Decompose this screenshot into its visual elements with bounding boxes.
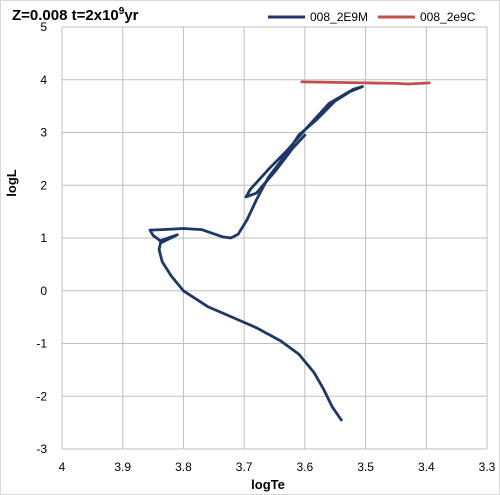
y-tick-label: -2 — [36, 389, 47, 403]
series-line-008_2e9C — [300, 80, 431, 86]
legend-label-008_2E9M: 008_2E9M — [310, 10, 368, 24]
y-tick-label: 4 — [40, 73, 47, 87]
x-tick-label: 4 — [59, 460, 66, 474]
chart-title-exponent: 9 — [119, 6, 125, 17]
x-tick-label: 3.6 — [297, 460, 314, 474]
y-tick-label: 0 — [40, 284, 47, 298]
y-tick-label: 3 — [40, 126, 47, 140]
legend-label-008_2e9C: 008_2e9C — [420, 10, 476, 24]
x-tick-label: 3.7 — [236, 460, 253, 474]
y-tick-label: 1 — [40, 231, 47, 245]
series-line-008_2E9M — [148, 85, 364, 422]
tick-labels: 4 3.9 3.8 3.7 3.6 3.5 3.4 3.3 5 4 3 2 1 0 -1 -2 -3 — [36, 20, 495, 474]
gridlines — [61, 26, 488, 450]
x-tick-label: 3.8 — [175, 460, 192, 474]
y-tick-label: -3 — [36, 442, 47, 456]
x-tick-label: 3.4 — [418, 460, 435, 474]
legend: 008_2E9M 008_2e9C — [268, 10, 476, 24]
y-axis-label: logL — [4, 169, 19, 196]
y-tick-label: -1 — [36, 337, 47, 351]
x-tick-label: 3.3 — [479, 460, 496, 474]
y-tick-label: 5 — [40, 20, 47, 34]
y-tick-label: 2 — [40, 178, 47, 192]
x-axis-label: logTe — [251, 477, 285, 492]
x-tick-label: 3.5 — [357, 460, 374, 474]
chart-title: Z=0.008 t=2x109yr — [12, 6, 139, 24]
x-tick-label: 3.9 — [114, 460, 131, 474]
series-lines — [148, 80, 431, 422]
